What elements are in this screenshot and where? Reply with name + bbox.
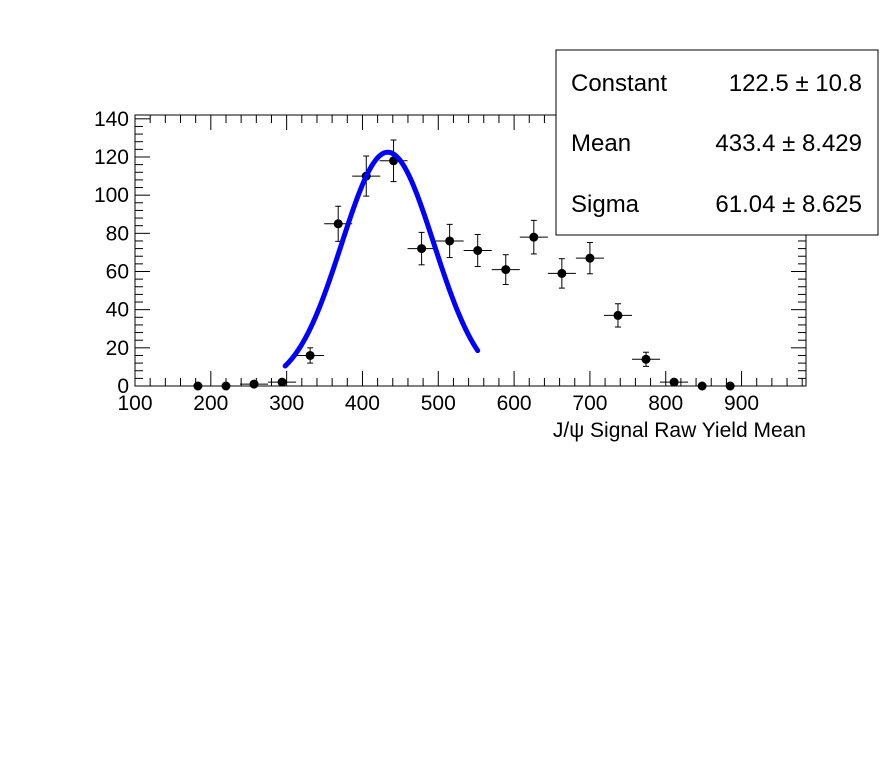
data-point: [240, 379, 269, 389]
data-marker: [193, 381, 203, 391]
fit-curve-layer: [282, 149, 481, 369]
x-tick-label: 400: [345, 392, 380, 415]
plot-frame-layer: [134, 114, 807, 387]
data-marker: [417, 244, 427, 254]
data-point: [463, 233, 492, 268]
data-point: [575, 241, 604, 275]
stat-name: Sigma: [571, 191, 640, 218]
y-tick-label: 20: [106, 337, 129, 360]
data-marker: [613, 310, 623, 320]
data-point: [547, 258, 576, 289]
data-marker: [249, 379, 259, 389]
x-tick-label: 200: [193, 392, 228, 415]
y-tick-label: 60: [106, 260, 129, 283]
x-axis-title: J/ψ Signal Raw Yield Mean: [553, 419, 806, 442]
data-point: [716, 381, 745, 391]
stat-name: Constant: [571, 70, 667, 97]
data-marker: [529, 232, 539, 242]
data-point: [407, 231, 436, 266]
data-marker: [473, 246, 483, 255]
data-marker: [221, 381, 231, 391]
y-tick-label: 120: [94, 146, 129, 169]
data-marker: [669, 377, 679, 387]
x-tick-label: 100: [117, 392, 152, 415]
data-marker: [557, 268, 567, 278]
x-tick-label: 300: [269, 392, 304, 415]
data-marker: [445, 236, 455, 246]
data-point: [519, 219, 548, 255]
data-point: [491, 254, 520, 285]
x-tick-label: 900: [724, 392, 759, 415]
data-marker: [501, 265, 511, 275]
stat-value: 122.5 ± 10.8: [729, 70, 862, 97]
y-tick-label: 140: [94, 108, 129, 131]
data-point: [631, 351, 661, 367]
data-marker: [725, 381, 735, 391]
stat-value: 433.4 ± 8.429: [715, 130, 862, 157]
y-tick-label: 80: [106, 222, 129, 245]
plot-frame: [134, 114, 807, 387]
data-point: [183, 381, 212, 391]
y-tick-label: 40: [106, 299, 129, 322]
x-tick-label: 600: [497, 392, 532, 415]
stat-value: 61.04 ± 8.625: [715, 191, 862, 218]
x-tick-label: 500: [421, 392, 456, 415]
data-point: [435, 223, 464, 259]
stats-box-frame: [555, 49, 879, 236]
data-marker: [697, 381, 707, 391]
y-tick-label: 100: [94, 184, 129, 207]
data-point: [268, 377, 297, 387]
fit-stats-box: Constant 122.5 ± 10.8 Mean 433.4 ± 8.429 Sig…: [555, 49, 879, 236]
data-point: [211, 381, 241, 391]
data-point: [660, 377, 689, 387]
data-marker: [333, 219, 343, 229]
data-marker: [277, 377, 287, 387]
data-marker: [585, 253, 595, 263]
y-tick-label: 0: [117, 375, 129, 398]
data-marker: [641, 354, 651, 364]
data-point: [296, 347, 325, 364]
data-marker: [305, 350, 315, 360]
x-tick-label: 700: [572, 392, 607, 415]
data-point: [688, 381, 717, 391]
x-tick-label: 800: [648, 392, 683, 415]
stat-name: Mean: [571, 130, 631, 157]
data-point: [603, 303, 632, 328]
gaussian-fit-curve: [282, 149, 481, 369]
